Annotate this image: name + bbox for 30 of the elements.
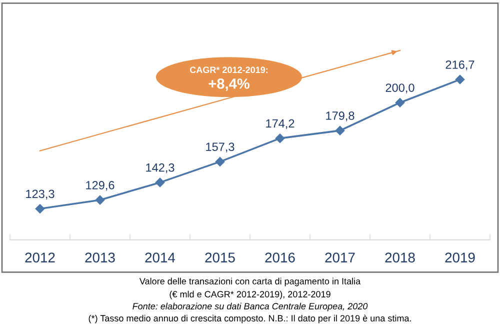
point [335, 126, 345, 136]
annotation: CAGR* 2012-2019: [190, 66, 268, 74]
text: (*) Tasso medio annuo di crescita composto. N.B.: Il dato per il 2019 è una stima. [88, 314, 411, 324]
text: Valore delle transazioni con carta di pagamento in Italia [139, 278, 361, 286]
point [95, 195, 105, 205]
data-label: 216,7 [446, 60, 474, 70]
x-tick-label: 2014 [145, 252, 176, 262]
point [215, 157, 225, 166]
data-label: 123,3 [26, 190, 54, 200]
point [395, 98, 405, 108]
data-label: 174,2 [266, 119, 294, 130]
source-note: Fonte: elaborazione su dati Banca Centrale Europea, 2020 [132, 302, 368, 312]
point [455, 74, 465, 84]
x-tick-label: 2016 [265, 252, 295, 262]
data-label: 157,3 [206, 142, 234, 152]
point [155, 178, 165, 188]
x-tick-label: 2013 [85, 252, 115, 262]
data-label: 129,6 [86, 181, 114, 191]
point [275, 134, 285, 143]
point [35, 204, 45, 214]
data-label: 142,3 [146, 163, 174, 174]
data-label: 179,8 [326, 112, 354, 122]
x-tick-label: 2015 [205, 252, 235, 262]
text: (€ mld e CAGR* 2012-2019), 2012-2019 [170, 290, 330, 300]
x-tick-label: 2019 [445, 252, 475, 262]
data-label: 200,0 [386, 84, 414, 94]
annotation: +8,4% [208, 78, 250, 91]
x-tick-label: 2012 [25, 252, 55, 262]
x-tick-label: 2018 [385, 252, 415, 262]
x-tick-label: 2017 [325, 252, 355, 262]
